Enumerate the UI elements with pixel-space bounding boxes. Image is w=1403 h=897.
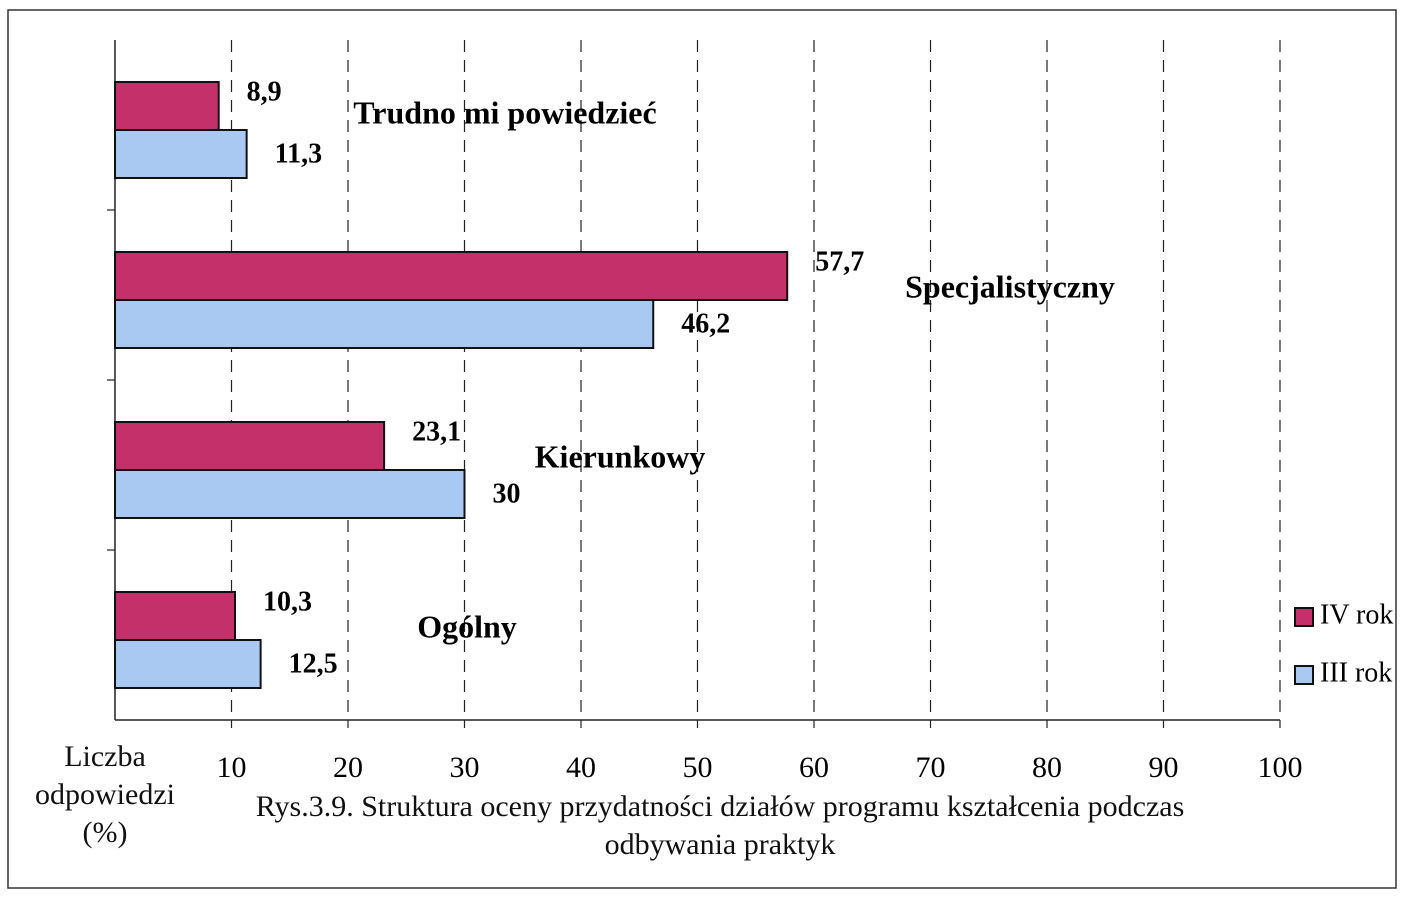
- data-label: 11,3: [275, 138, 322, 169]
- category-label: Kierunkowy: [535, 438, 706, 474]
- x-tick-label: 100: [1258, 751, 1303, 784]
- legend-label: III rok: [1320, 657, 1392, 688]
- bar: [114, 81, 220, 131]
- x-tick-label: 70: [916, 751, 946, 784]
- bar: [114, 251, 789, 301]
- bar: [114, 591, 236, 641]
- bar: [114, 469, 466, 519]
- data-label: 10,3: [263, 586, 312, 617]
- legend-swatch: [1294, 607, 1314, 627]
- data-label: 8,9: [247, 76, 282, 107]
- data-label: 12,5: [289, 648, 338, 679]
- x-axis-label: Liczba odpowiedzi (%): [35, 740, 175, 849]
- x-tick-label: 50: [683, 751, 713, 784]
- x-tick-label: 60: [799, 751, 829, 784]
- chart-title: Rys.3.9. Struktura oceny przydatności dz…: [255, 790, 1185, 861]
- data-label: 46,2: [681, 308, 730, 339]
- data-label: 23,1: [412, 416, 461, 447]
- bar: [114, 299, 655, 349]
- bar: [114, 639, 262, 689]
- data-label: 57,7: [815, 246, 864, 277]
- legend-label: IV rok: [1320, 599, 1393, 630]
- data-label: 30: [493, 478, 521, 509]
- x-tick-label: 20: [333, 751, 363, 784]
- bar: [114, 421, 386, 471]
- bar: [114, 129, 248, 179]
- category-label: Specjalistyczny: [905, 268, 1115, 304]
- x-tick-label: 80: [1032, 751, 1062, 784]
- category-label: Trudno mi powiedzieć: [353, 94, 656, 130]
- x-tick-label: 90: [1149, 751, 1179, 784]
- category-label: Ogólny: [417, 608, 517, 644]
- x-tick-label: 40: [566, 751, 596, 784]
- legend-swatch: [1294, 665, 1314, 685]
- x-tick-label: 10: [217, 751, 247, 784]
- x-tick-label: 30: [450, 751, 480, 784]
- frame: [7, 9, 1397, 889]
